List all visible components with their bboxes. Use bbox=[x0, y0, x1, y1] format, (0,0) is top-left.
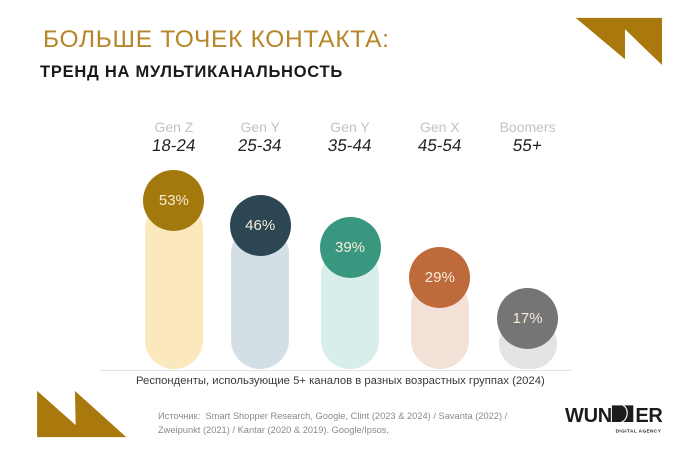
svg-text:ER: ER bbox=[635, 405, 663, 427]
svg-text:WUN: WUN bbox=[565, 405, 612, 427]
svg-text:DIGITAL AGENCY: DIGITAL AGENCY bbox=[616, 429, 662, 434]
